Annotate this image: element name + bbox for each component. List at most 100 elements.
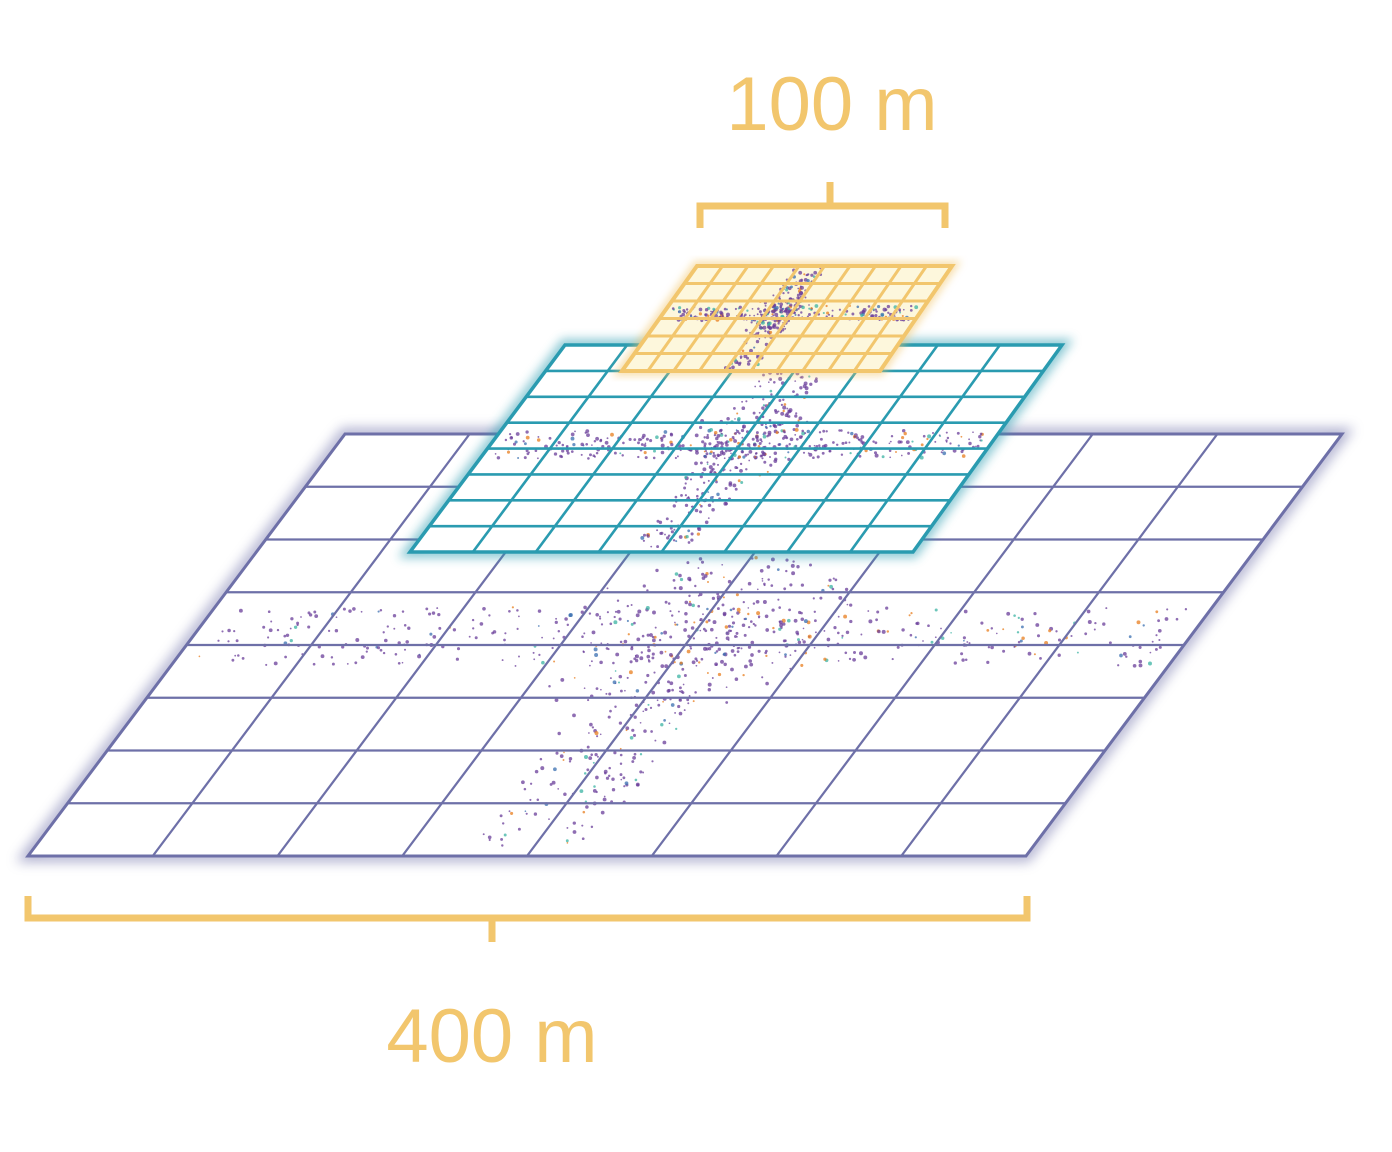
point-cloud-dot [752, 442, 757, 447]
point-cloud-dot [652, 638, 656, 643]
point-cloud-dot [694, 508, 699, 513]
point-cloud-dot [386, 625, 389, 628]
point-cloud-dot [795, 424, 799, 428]
point-cloud-dot [600, 642, 603, 645]
point-cloud-dot [665, 517, 669, 521]
point-cloud-dot [1138, 659, 1143, 664]
point-cloud-dot [978, 435, 982, 439]
point-cloud-dot [788, 608, 791, 612]
point-cloud-dot [596, 755, 599, 758]
point-cloud-dot [618, 674, 623, 679]
point-cloud-dot [740, 588, 743, 591]
point-cloud-dot [746, 362, 751, 366]
point-cloud-dot [702, 481, 706, 484]
point-cloud-dot [342, 607, 346, 611]
point-cloud-dot [265, 663, 268, 666]
point-cloud-dot [506, 450, 511, 454]
point-cloud-dot [642, 771, 645, 774]
point-cloud-dot [525, 430, 529, 434]
point-cloud-dot [1017, 640, 1021, 644]
point-cloud-dot [987, 646, 991, 649]
point-cloud-dot [814, 304, 819, 308]
small-grid-border [618, 264, 956, 373]
point-cloud-dot [823, 657, 827, 661]
point-cloud-dot [633, 657, 637, 661]
point-cloud-dot [789, 303, 793, 307]
point-cloud-dot [428, 612, 432, 616]
point-cloud-dot [566, 842, 569, 844]
point-cloud-dot [780, 411, 785, 416]
point-cloud-dot [764, 425, 768, 429]
point-cloud-dot [696, 532, 701, 536]
point-cloud-dot [583, 772, 587, 775]
point-cloud-dot [582, 650, 585, 653]
large-grid-border [24, 432, 1345, 858]
point-cloud-dot [377, 610, 380, 613]
point-cloud-dot [499, 814, 503, 818]
point-cloud-dot [678, 310, 682, 314]
point-cloud-dot [748, 659, 753, 663]
point-cloud-dot [1013, 645, 1016, 648]
point-cloud-dot [591, 630, 596, 635]
point-cloud-dot [728, 629, 731, 633]
point-cloud-dot [695, 659, 699, 662]
point-cloud-dot [633, 621, 636, 625]
point-cloud-dot [769, 330, 773, 334]
point-cloud-dot [675, 540, 678, 543]
point-cloud-dot [684, 600, 689, 605]
point-cloud-dot [551, 780, 556, 785]
point-cloud-dot [773, 381, 776, 384]
point-cloud-dot [691, 660, 696, 665]
point-cloud-dot [613, 615, 616, 619]
point-cloud-dot [683, 674, 687, 677]
point-cloud-dot [856, 305, 860, 309]
point-cloud-dot [831, 314, 834, 317]
point-cloud-dot [782, 622, 786, 626]
point-cloud-dot [852, 657, 856, 662]
point-cloud-dot [618, 617, 622, 621]
point-cloud-dot [757, 615, 761, 618]
point-cloud-dot [814, 619, 817, 623]
point-cloud-dot [706, 463, 709, 466]
point-cloud-dot [699, 425, 703, 430]
point-cloud-dot [744, 453, 748, 457]
point-cloud-dot [658, 520, 663, 525]
point-cloud-dot [1021, 636, 1025, 640]
point-cloud-dot [762, 398, 765, 401]
point-cloud-dot [831, 587, 835, 591]
point-cloud-dot [595, 775, 599, 780]
point-cloud-dot [1157, 628, 1162, 633]
point-cloud-dot [909, 309, 913, 312]
point-cloud-dot [773, 459, 778, 463]
point-cloud-dot [674, 621, 676, 624]
point-cloud-dot [670, 442, 674, 447]
point-cloud-dot [931, 431, 935, 435]
point-cloud-dot [940, 627, 942, 630]
point-cloud-dot [679, 577, 684, 582]
point-cloud-dot [562, 759, 565, 761]
point-cloud-dot [713, 431, 718, 435]
point-cloud-dot [689, 647, 693, 650]
point-cloud-dot [622, 441, 625, 445]
point-cloud-dot [723, 457, 726, 460]
point-cloud-dot [801, 431, 806, 436]
point-cloud-dot [656, 529, 659, 532]
point-cloud-dot [889, 440, 892, 443]
point-cloud-dot [759, 385, 762, 388]
point-cloud-dot [881, 629, 886, 634]
point-cloud-dot [819, 596, 823, 600]
point-cloud-dot [703, 450, 706, 453]
point-cloud-dot [687, 541, 691, 544]
point-cloud-dot [1155, 634, 1158, 637]
point-cloud-dot [771, 309, 776, 314]
point-cloud-dot [761, 580, 764, 582]
point-cloud-dot [725, 631, 730, 636]
point-cloud-dot [634, 778, 638, 782]
point-cloud-dot [1142, 624, 1145, 627]
point-cloud-dot [835, 443, 839, 447]
point-cloud-dot [501, 844, 504, 847]
point-cloud-dot [963, 639, 965, 642]
point-cloud-dot [674, 495, 678, 499]
point-cloud-dot [628, 437, 632, 441]
point-cloud-dot [514, 664, 517, 667]
